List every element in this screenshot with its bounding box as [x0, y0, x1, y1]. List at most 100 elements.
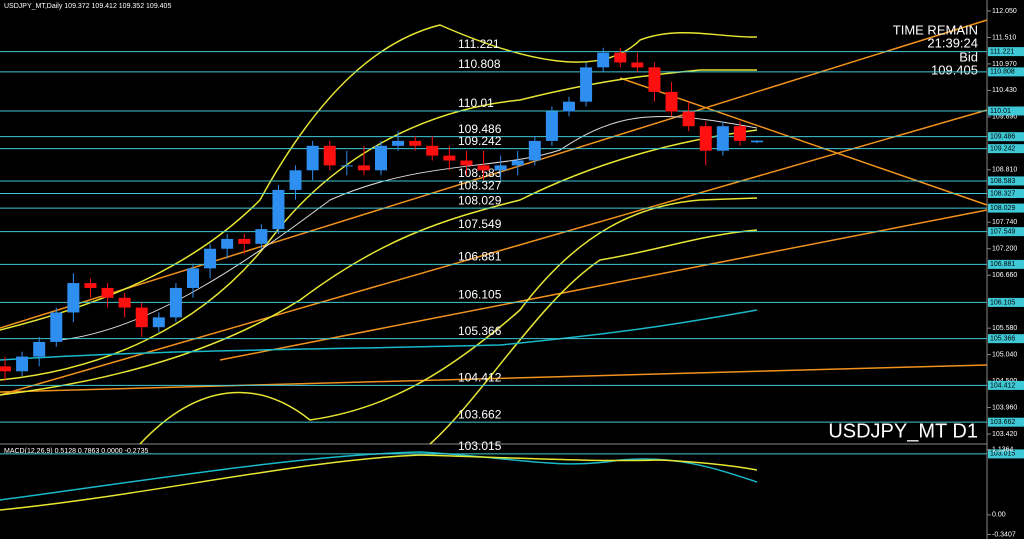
level-label: 108.327 [458, 179, 502, 193]
level-tag-label: 106.105 [990, 299, 1015, 306]
level-tag [988, 132, 1024, 142]
trend-line [0, 109, 988, 396]
level-label: 103.015 [458, 439, 502, 453]
y-tick-label: 110.430 [992, 87, 1017, 94]
candle-body [443, 155, 456, 161]
level-tag-label: 110.808 [990, 69, 1015, 76]
candle-body [563, 101, 575, 112]
candle-body [118, 297, 131, 308]
candle-body [682, 111, 695, 127]
y-tick-label: 103.420 [992, 431, 1017, 438]
candle-body [614, 52, 627, 63]
level-tag-label: 103.015 [990, 451, 1015, 458]
level-tag [988, 334, 1024, 344]
countdown-label: TIME REMAIN [893, 22, 978, 37]
candle-body [597, 52, 610, 68]
level-label: 107.549 [458, 217, 502, 231]
y-tick-label: 105.040 [992, 351, 1017, 358]
macd-title: MACD(12,26,9) 0.5128 0.7863 0.0000 -0.27… [4, 448, 148, 455]
level-label: 104.412 [458, 371, 502, 385]
level-tag [988, 47, 1024, 57]
level-label: 106.881 [458, 250, 502, 264]
level-tag [988, 188, 1024, 198]
level-tag [988, 203, 1024, 213]
chart-title: USDJPY_MT,Daily 109.372 109.412 109.352 … [4, 3, 171, 10]
candle-body [187, 268, 199, 288]
y-tick-label: 106.660 [992, 272, 1017, 279]
level-tag [988, 380, 1024, 390]
bid-label: Bid [959, 49, 978, 64]
candle-body [751, 140, 763, 143]
trend-line [619, 77, 988, 206]
level-tag-label: 103.662 [990, 419, 1015, 426]
candle-body [169, 287, 182, 318]
trend-line [219, 209, 988, 361]
level-tag-label: 106.881 [990, 261, 1015, 268]
trend-line [0, 364, 988, 393]
y-tick-label: 110.970 [992, 61, 1017, 68]
trend-line [0, 19, 988, 329]
level-label: 103.662 [458, 407, 502, 421]
symbol-label: USDJPY_MT D1 [828, 420, 978, 442]
countdown-time: 21:39:24 [927, 35, 978, 50]
level-tag-label: 110.01 [990, 108, 1011, 115]
candle-body [289, 170, 302, 190]
candle-body [511, 160, 524, 166]
candle-body [340, 165, 353, 167]
candle-body [152, 317, 165, 328]
macd-tick-label: -0.3407 [992, 531, 1016, 538]
candle-body [135, 307, 148, 328]
level-label: 108.029 [458, 193, 502, 207]
indicator-drawings [0, 19, 988, 511]
candle-body [716, 126, 729, 151]
candle-body [648, 67, 661, 92]
candle-body [101, 287, 114, 298]
candle-body [0, 366, 11, 372]
level-label: 105.366 [458, 324, 502, 338]
candle-body [204, 248, 217, 269]
level-label: 109.242 [458, 134, 502, 148]
y-tick-label: 107.200 [992, 246, 1017, 253]
candle-body [67, 283, 80, 313]
candle-body [426, 145, 439, 156]
candle-body [306, 145, 319, 171]
ma-line [59, 115, 758, 341]
band-line [0, 69, 757, 381]
macd-tick-label: 0.00 [992, 512, 1006, 519]
level-tag [988, 259, 1024, 269]
level-tag [988, 417, 1024, 427]
level-tag [988, 67, 1024, 77]
level-tag [988, 297, 1024, 307]
candle-body [375, 145, 387, 171]
level-tag [988, 449, 1024, 459]
level-tag-label: 111.221 [990, 48, 1014, 55]
candle-body [699, 126, 712, 151]
level-tag [988, 227, 1024, 237]
level-label: 109.486 [458, 122, 502, 136]
level-label: 108.583 [458, 166, 502, 180]
band-line [0, 129, 758, 396]
candle-body [221, 238, 234, 249]
level-tag [988, 144, 1024, 154]
band-line [139, 197, 758, 445]
candle-body [84, 283, 97, 288]
y-tick-label: 105.580 [992, 325, 1017, 332]
level-tag-label: 108.583 [990, 178, 1015, 185]
candle-body [255, 229, 268, 244]
candle-body [16, 356, 29, 372]
candle-body [477, 165, 490, 171]
level-tag-label: 109.486 [990, 134, 1015, 141]
candle-body [631, 62, 644, 68]
candle-body [357, 165, 370, 171]
level-label: 106.105 [458, 288, 502, 302]
candle-body [460, 160, 473, 166]
bid-value: 109.405 [931, 62, 978, 77]
level-tag-label: 107.549 [990, 228, 1015, 235]
y-tick-label: 107.740 [992, 219, 1017, 226]
y-tick-label: 111.510 [992, 34, 1016, 41]
y-tick-label: 103.960 [992, 404, 1017, 411]
level-tag-label: 104.412 [990, 382, 1015, 389]
candle-body [33, 341, 46, 357]
candle-body [494, 165, 507, 171]
